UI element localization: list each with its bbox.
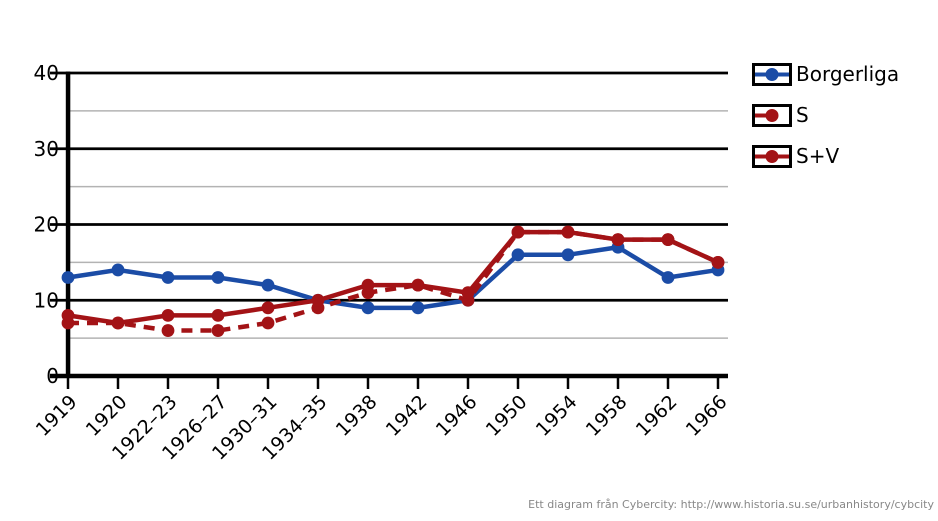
data-point-marker [261,301,275,315]
y-tick-label: 20 [34,213,59,237]
data-point-marker [511,248,525,262]
legend-label-s: S [796,103,809,127]
x-tick-label: 1954 [532,391,582,441]
x-tick-label: 1942 [382,391,432,441]
data-point-marker [361,301,375,315]
data-point-marker [411,301,425,315]
data-point-marker [161,271,175,284]
legend-marker-s [752,104,792,127]
x-tick-label: 1950 [482,391,532,441]
series-line [68,229,719,333]
legend-marker-borgerliga [752,63,792,86]
data-point-marker [711,255,725,269]
legend-item-s: S [752,104,899,127]
data-point-marker [161,309,175,322]
data-point-marker [111,263,125,277]
data-point-marker [661,271,675,284]
y-tick-label: 0 [46,364,59,388]
data-point-marker [61,271,75,284]
series-line [67,244,719,311]
series-borgerliga [61,240,725,315]
data-point-marker [511,225,525,239]
data-point-marker [211,309,225,322]
data-point-marker [111,316,125,330]
series-line [67,229,719,326]
data-point-marker [561,225,575,239]
y-axis-spine [65,71,71,378]
x-tick-label: 1938 [332,391,382,441]
x-tick-label: 1966 [682,391,732,441]
x-tick-label: 1962 [632,391,682,441]
solid-line-marker-icon [755,150,789,163]
data-point-marker [361,278,375,292]
x-tick-label: 1919 [32,391,82,441]
x-tick-label: 1958 [582,391,632,441]
data-point-marker [311,293,325,307]
legend: Borgerliga S S+V [752,63,899,186]
legend-item-s-plus-v: S+V [752,145,899,168]
data-point-marker [211,324,225,337]
chart-title: Falkenberg, mandatfördelning mellan poli… [33,472,366,521]
series-s-v [61,225,725,330]
series-s [61,225,725,337]
data-point-marker [611,233,625,247]
legend-label-borgerliga: Borgerliga [796,62,900,86]
y-tick-label: 40 [34,61,59,85]
data-point-marker [261,316,275,330]
data-point-marker [461,286,475,300]
data-point-marker [411,278,425,292]
x-tick-label: 1946 [432,391,482,441]
data-point-marker [61,309,75,322]
legend-label-s-plus-v: S+V [796,144,840,168]
data-point-marker [261,278,275,292]
data-point-marker [561,248,575,262]
dashed-line-marker-icon [755,109,779,122]
data-point-marker [161,324,175,337]
data-point-marker [661,233,675,247]
attribution-text: Ett diagram från Cybercity: http://www.h… [528,498,934,511]
solid-line-marker-icon [755,68,789,81]
y-tick-label: 10 [34,288,59,312]
legend-marker-s-plus-v [752,145,792,168]
legend-item-borgerliga: Borgerliga [752,63,899,86]
y-tick-label: 30 [34,137,59,161]
data-point-marker [211,271,225,284]
